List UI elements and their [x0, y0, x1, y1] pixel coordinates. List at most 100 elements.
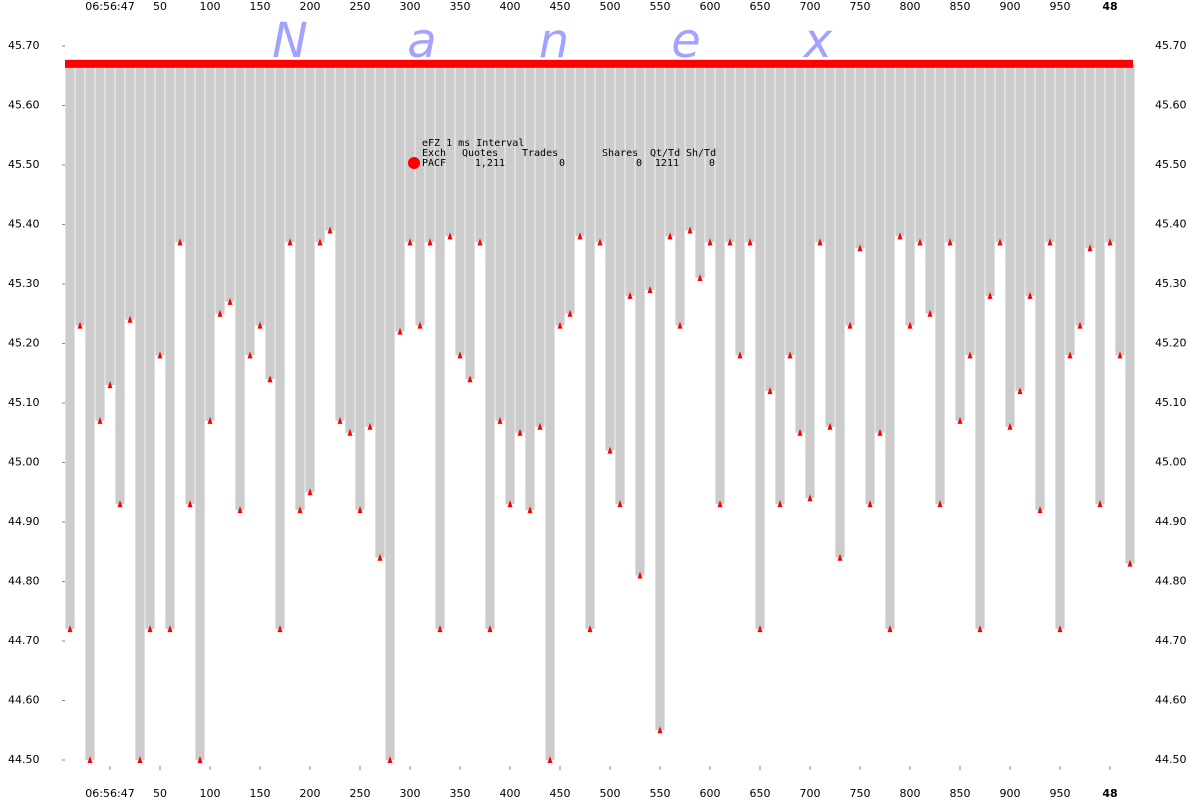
spread-fill [505, 63, 515, 505]
y-tick-label: 44.80 [8, 575, 40, 588]
spread-fill [965, 63, 975, 356]
spread-fill [235, 63, 245, 511]
x-tick-label-top: 500 [600, 0, 621, 13]
x-tick-label-top: 650 [750, 0, 771, 13]
quote-marker [997, 238, 1003, 246]
quote-marker [787, 351, 793, 359]
spread-fill [685, 63, 695, 231]
quote-marker [957, 416, 963, 424]
x-tick-label-top: 300 [400, 0, 421, 13]
y-tick-label: 44.50 [8, 753, 40, 766]
quote-marker [767, 387, 773, 395]
spread-fill [1085, 63, 1095, 249]
spread-fill [855, 63, 865, 249]
quote-marker [717, 500, 723, 508]
quote-marker [417, 321, 423, 329]
watermark-letter: n [539, 13, 569, 69]
y-tick-label-right: 45.70 [1155, 39, 1187, 52]
legend-header: Sh/Td [686, 148, 716, 159]
y-tick-label: 45.30 [8, 277, 40, 290]
spread-fill [565, 63, 575, 314]
x-tick-label: 50 [153, 787, 167, 800]
spread-fill [475, 63, 485, 243]
legend-cell: 1211 [655, 158, 679, 169]
quote-marker [517, 428, 523, 436]
quote-marker [747, 238, 753, 246]
quote-marker [617, 500, 623, 508]
spread-fill [195, 63, 205, 761]
spread-fill [285, 63, 295, 243]
spread-fill [905, 63, 915, 326]
quote-marker [857, 244, 863, 252]
x-tick-label-top: 50 [153, 0, 167, 13]
quote-marker [757, 625, 763, 633]
spread-fill [1065, 63, 1075, 356]
spread-fill [755, 63, 765, 630]
quote-marker [87, 756, 93, 763]
quote-marker [947, 238, 953, 246]
x-tick-label: 450 [550, 787, 571, 800]
quote-marker [307, 488, 313, 496]
spread-fill [95, 63, 105, 421]
quote-marker [657, 726, 663, 734]
legend-cell: 1,211 [475, 158, 505, 169]
spread-fill [145, 63, 155, 630]
quote-marker [737, 351, 743, 359]
x-tick-label-top: 600 [700, 0, 721, 13]
spread-fill [985, 63, 995, 296]
spread-fill [535, 63, 545, 427]
x-tick-label-top: 950 [1050, 0, 1071, 13]
x-tick-label-top: 250 [350, 0, 371, 13]
quote-marker [677, 321, 683, 329]
spread-fill [1095, 63, 1105, 505]
spread-fill [1035, 63, 1045, 511]
quote-marker [137, 756, 143, 763]
quote-marker [437, 625, 443, 633]
quote-marker [207, 416, 213, 424]
x-tick-label-top: 550 [650, 0, 671, 13]
spread-fill [325, 63, 335, 231]
legend-title: eFZ 1 ms Interval [422, 138, 524, 149]
legend-header: Exch [422, 148, 446, 159]
quote-marker [1097, 500, 1103, 508]
spread-fill [805, 63, 815, 499]
quote-marker [387, 756, 393, 763]
x-tick-label-top: 750 [850, 0, 871, 13]
spread-fill [455, 63, 465, 356]
spread-fill [785, 63, 795, 356]
x-tick-label-top: 450 [550, 0, 571, 13]
quote-marker [547, 756, 553, 763]
legend-header: Qt/Td [650, 148, 680, 159]
spread-fill [435, 63, 445, 630]
quote-marker [797, 428, 803, 436]
quote-marker [97, 416, 103, 424]
quote-marker [427, 238, 433, 246]
x-tick-label: 200 [300, 787, 321, 800]
x-tick-label: 06:56:47 [85, 787, 134, 800]
spread-fill [315, 63, 325, 243]
quote-marker [557, 321, 563, 329]
y-tick-label: 45.50 [8, 158, 40, 171]
quote-marker [447, 232, 453, 240]
quote-marker [597, 238, 603, 246]
spread-fill [595, 63, 605, 243]
y-tick-label-right: 45.50 [1155, 158, 1187, 171]
quote-marker [987, 291, 993, 299]
spread-fill [245, 63, 255, 356]
quote-marker [567, 309, 573, 317]
spread-fill [645, 63, 655, 290]
spread-fill [135, 63, 145, 761]
quote-marker [917, 238, 923, 246]
watermark-letter: a [407, 13, 436, 69]
spread-fill [125, 63, 135, 320]
quote-marker [247, 351, 253, 359]
quote-marker [637, 571, 643, 579]
spread-fill [1015, 63, 1025, 392]
quote-marker [377, 553, 383, 561]
spread-fill [945, 63, 955, 243]
y-tick-label: 45.20 [8, 337, 40, 350]
quote-marker [237, 506, 243, 514]
x-tick-label-top: 350 [450, 0, 471, 13]
x-tick-label-top: 850 [950, 0, 971, 13]
quote-marker [527, 506, 533, 514]
